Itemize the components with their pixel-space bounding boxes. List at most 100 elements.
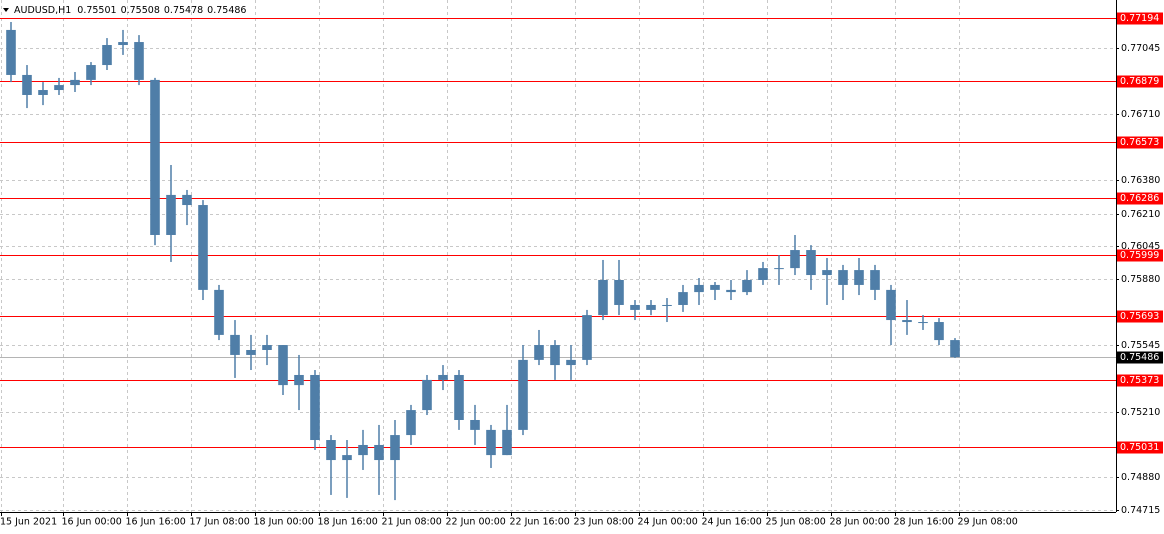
candle-body <box>502 429 512 456</box>
candle-body <box>262 345 272 350</box>
level-label: 0.75999 <box>1120 250 1159 261</box>
candle-body <box>822 270 832 276</box>
candle-body <box>246 349 256 355</box>
candle-body <box>662 304 672 306</box>
y-tick-label: 0.76380 <box>1121 175 1160 186</box>
candle-body <box>838 270 848 285</box>
level-label: 0.76286 <box>1120 193 1159 204</box>
candle-body <box>742 279 752 293</box>
candle-body <box>918 322 928 324</box>
title-high: 0.75508 <box>121 5 160 16</box>
collapse-icon <box>3 8 9 12</box>
x-tick-label: 24 Jun 00:00 <box>638 517 698 528</box>
candle-body <box>134 42 144 80</box>
candle-body <box>934 322 944 341</box>
candle-body <box>790 250 800 269</box>
candle-body <box>214 289 224 335</box>
level-label: 0.76879 <box>1120 76 1159 87</box>
candle-body <box>118 42 128 46</box>
candle-body <box>582 315 592 360</box>
last-price-label: 0.75486 <box>1120 352 1159 363</box>
candle-body <box>486 429 496 456</box>
level-label-box <box>1117 249 1163 262</box>
candle-body <box>342 455 352 461</box>
x-tick-label: 28 Jun 16:00 <box>894 517 954 528</box>
level-label: 0.76573 <box>1120 137 1159 148</box>
y-tick-label: 0.75880 <box>1121 274 1160 285</box>
title-low: 0.75478 <box>164 5 203 16</box>
level-label: 0.75031 <box>1120 442 1159 453</box>
candle-body <box>550 345 560 366</box>
candle-body <box>294 374 304 386</box>
x-tick-label: 25 Jun 08:00 <box>766 517 826 528</box>
title-close: 0.75486 <box>207 5 246 16</box>
candle-body <box>38 90 48 95</box>
candle-body <box>454 374 464 420</box>
candle-body <box>70 79 80 86</box>
candle-body <box>678 292 688 305</box>
candle-body <box>774 268 784 270</box>
y-tick-label: 0.75210 <box>1121 407 1160 418</box>
candle-body <box>854 270 864 285</box>
level-label-box <box>1117 310 1163 323</box>
candle-body <box>886 289 896 321</box>
candle-body <box>694 284 704 293</box>
level-label-box <box>1117 441 1163 454</box>
candle-body <box>406 410 416 436</box>
x-tick-label: 16 Jun 16:00 <box>126 517 186 528</box>
candle-body <box>566 359 576 366</box>
x-tick-label: 18 Jun 00:00 <box>254 517 314 528</box>
candle-body <box>230 334 240 355</box>
levels <box>0 18 1116 448</box>
candle-body <box>470 419 480 430</box>
candle-body <box>950 340 960 358</box>
candle-body <box>326 440 336 461</box>
candle-body <box>358 444 368 456</box>
candle-body <box>902 320 912 323</box>
candle-body <box>22 74 32 95</box>
y-tick-label: 0.77045 <box>1121 43 1160 54</box>
title-open: 0.75501 <box>77 5 116 16</box>
y-tick-label: 0.74715 <box>1121 505 1160 516</box>
y-tick-label: 0.76710 <box>1121 109 1160 120</box>
x-tick-label: 22 Jun 00:00 <box>446 517 506 528</box>
level-label-box <box>1117 75 1163 88</box>
candle-body <box>198 205 208 290</box>
candle-body <box>438 374 448 380</box>
level-label: 0.77194 <box>1120 13 1159 24</box>
candle-body <box>630 304 640 310</box>
x-tick-label: 15 Jun 2021 <box>0 517 57 528</box>
candle-body <box>54 85 64 91</box>
candle-body <box>102 45 112 66</box>
level-label-box <box>1117 374 1163 387</box>
x-tick-label: 29 Jun 08:00 <box>958 517 1018 528</box>
candle-body <box>518 359 528 430</box>
x-tick-label: 24 Jun 16:00 <box>702 517 762 528</box>
axis-labels: 0.77045 0.76710 0.76380 0.76210 0.76045 0.758… <box>0 12 1163 528</box>
level-label-box <box>1117 12 1163 25</box>
candle-body <box>166 194 176 235</box>
x-tick-label: 16 Jun 00:00 <box>62 517 122 528</box>
candles <box>6 22 960 501</box>
candle-body <box>806 250 816 276</box>
y-tick-label: 0.74880 <box>1121 472 1160 483</box>
x-tick-label: 22 Jun 16:00 <box>510 517 570 528</box>
candle-body <box>310 374 320 441</box>
candle-body <box>374 444 384 461</box>
x-tick-label: 23 Jun 08:00 <box>574 517 634 528</box>
candle-body <box>6 29 16 75</box>
level-label: 0.75373 <box>1120 375 1159 386</box>
chart-title: AUDUSD,H1 0.75501 0.75508 0.75478 0.75486 <box>14 5 246 16</box>
candle-body <box>598 279 608 316</box>
candle-body <box>758 268 768 280</box>
symbol: AUDUSD,H1 <box>14 5 71 16</box>
last-price-box <box>1117 351 1163 364</box>
candle-body <box>710 284 720 290</box>
x-tick-label: 21 Jun 08:00 <box>382 517 442 528</box>
candle-body <box>870 270 880 290</box>
level-label-box <box>1117 192 1163 205</box>
level-label-box <box>1117 136 1163 149</box>
candle-body <box>390 435 400 461</box>
candle-body <box>86 65 96 80</box>
